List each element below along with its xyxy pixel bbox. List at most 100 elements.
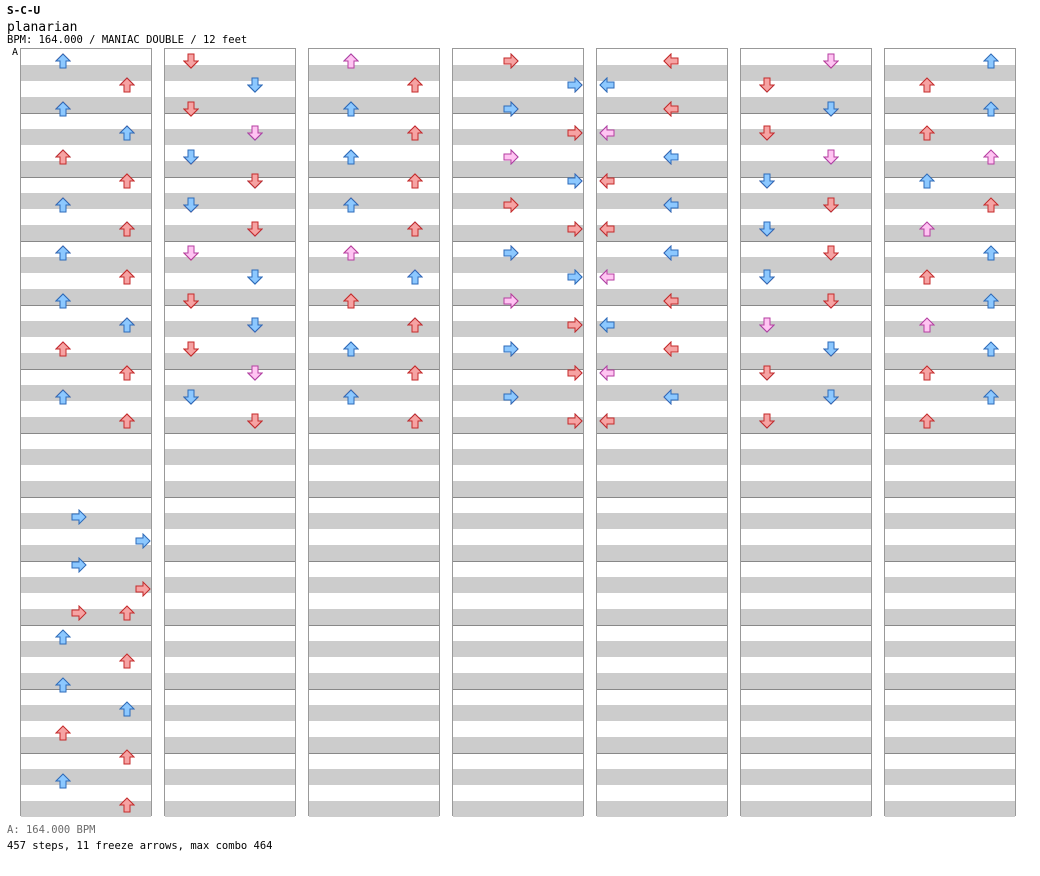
beat-stripe	[453, 737, 583, 753]
step-arrow-d-icon	[823, 197, 839, 213]
beat-stripe	[885, 545, 1015, 561]
measure-line	[597, 753, 727, 754]
measure-line	[453, 497, 583, 498]
beat-stripe	[309, 673, 439, 689]
measure-line	[453, 433, 583, 434]
beat-stripe	[21, 129, 151, 145]
step-arrow-d-icon	[759, 173, 775, 189]
beat-stripe	[741, 545, 871, 561]
beat-stripe	[21, 737, 151, 753]
measure-line	[885, 305, 1015, 306]
beat-stripe	[21, 449, 151, 465]
beat-stripe	[597, 417, 727, 433]
beat-stripe	[165, 321, 295, 337]
step-arrow-u-icon	[919, 269, 935, 285]
measure-line	[741, 625, 871, 626]
measure-line	[165, 753, 295, 754]
beat-stripe	[453, 257, 583, 273]
beat-stripe	[597, 513, 727, 529]
step-arrow-u-icon	[55, 245, 71, 261]
measure-line	[597, 113, 727, 114]
beat-stripe	[453, 289, 583, 305]
measure-line	[741, 497, 871, 498]
step-arrow-l-icon	[599, 77, 615, 93]
step-arrow-l-icon	[663, 389, 679, 405]
step-arrow-d-icon	[183, 149, 199, 165]
beat-stripe	[309, 737, 439, 753]
beat-stripe	[885, 353, 1015, 369]
beat-stripe	[597, 673, 727, 689]
measure-line	[597, 561, 727, 562]
step-arrow-u-icon	[343, 149, 359, 165]
beat-stripe	[741, 769, 871, 785]
step-arrow-u-icon	[55, 53, 71, 69]
beat-stripe	[885, 385, 1015, 401]
step-arrow-d-icon	[823, 149, 839, 165]
step-arrow-d-icon	[759, 77, 775, 93]
beat-stripe	[885, 769, 1015, 785]
beat-stripe	[309, 545, 439, 561]
step-arrow-d-icon	[247, 269, 263, 285]
step-arrow-r-icon	[567, 77, 583, 93]
measure-line	[165, 241, 295, 242]
measure-line	[453, 177, 583, 178]
step-arrow-l-icon	[599, 125, 615, 141]
step-arrow-d-icon	[247, 413, 263, 429]
step-arrow-d-icon	[247, 125, 263, 141]
beat-stripe	[453, 97, 583, 113]
beat-stripe	[165, 417, 295, 433]
step-arrow-d-icon	[183, 293, 199, 309]
beat-stripe	[453, 705, 583, 721]
step-arrow-d-icon	[823, 245, 839, 261]
beat-stripe	[21, 161, 151, 177]
beat-stripe	[885, 673, 1015, 689]
step-arrow-r-icon	[567, 269, 583, 285]
beat-stripe	[453, 65, 583, 81]
beat-stripe	[741, 513, 871, 529]
step-arrow-u-icon	[343, 197, 359, 213]
step-arrow-u-icon	[407, 77, 423, 93]
step-arrow-u-icon	[119, 653, 135, 669]
step-arrow-d-icon	[823, 293, 839, 309]
beat-stripe	[597, 385, 727, 401]
beat-stripe	[885, 257, 1015, 273]
measure-line	[21, 625, 151, 626]
beat-stripe	[309, 97, 439, 113]
beat-stripe	[741, 193, 871, 209]
beat-stripe	[165, 481, 295, 497]
beat-stripe	[597, 801, 727, 817]
step-arrow-u-icon	[343, 293, 359, 309]
measure-line	[597, 369, 727, 370]
beat-stripe	[741, 289, 871, 305]
beat-stripe	[741, 257, 871, 273]
step-arrow-u-icon	[983, 197, 999, 213]
chart-column	[884, 48, 1016, 817]
beat-stripe	[165, 225, 295, 241]
step-arrow-l-icon	[599, 221, 615, 237]
beat-stripe	[453, 225, 583, 241]
beat-stripe	[21, 545, 151, 561]
step-arrow-l-icon	[663, 53, 679, 69]
step-arrow-u-icon	[919, 221, 935, 237]
beat-stripe	[885, 577, 1015, 593]
beat-stripe	[453, 193, 583, 209]
beat-stripe	[597, 161, 727, 177]
measure-line	[21, 305, 151, 306]
beat-stripe	[885, 705, 1015, 721]
measure-line	[597, 497, 727, 498]
beat-stripe	[309, 289, 439, 305]
measure-line	[165, 433, 295, 434]
chart-column	[740, 48, 872, 817]
step-arrow-u-icon	[983, 53, 999, 69]
beat-stripe	[309, 609, 439, 625]
beat-stripe	[597, 449, 727, 465]
measure-line	[21, 241, 151, 242]
step-arrow-d-icon	[759, 269, 775, 285]
step-arrow-d-icon	[247, 173, 263, 189]
beat-stripe	[309, 385, 439, 401]
beat-stripe	[21, 769, 151, 785]
beat-stripe	[309, 321, 439, 337]
beat-stripe	[741, 449, 871, 465]
measure-line	[741, 433, 871, 434]
measure-line	[453, 689, 583, 690]
